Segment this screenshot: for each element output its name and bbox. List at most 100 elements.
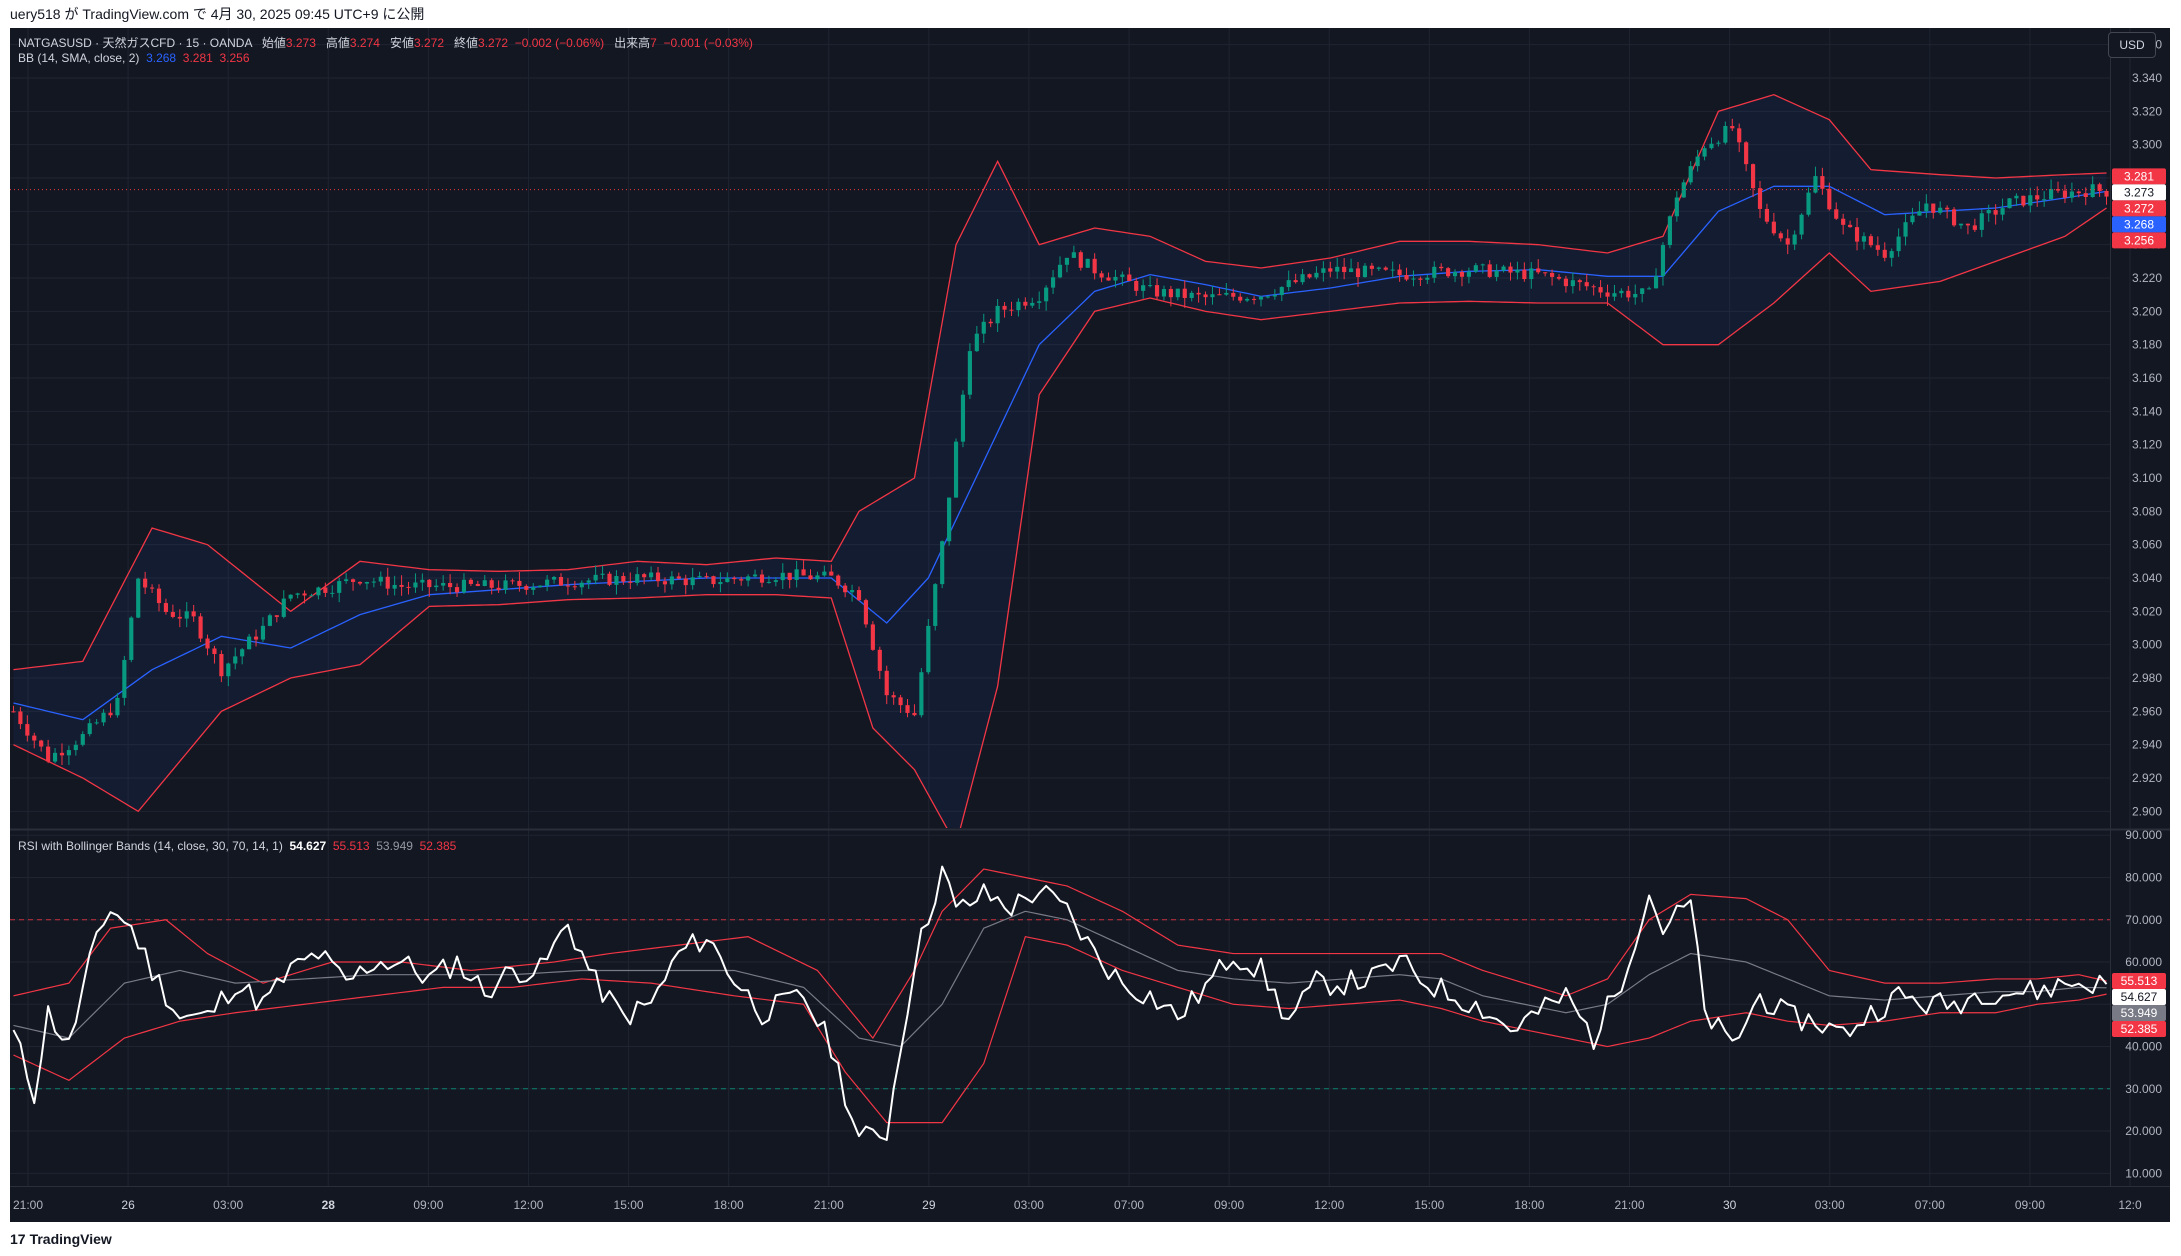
candle[interactable] bbox=[1688, 161, 1693, 185]
candle[interactable] bbox=[1598, 280, 1603, 298]
candle[interactable] bbox=[1161, 285, 1167, 301]
candle[interactable] bbox=[1154, 278, 1160, 300]
candle[interactable] bbox=[191, 604, 196, 622]
candle[interactable] bbox=[1272, 289, 1277, 300]
candle[interactable] bbox=[1522, 262, 1527, 282]
candle[interactable] bbox=[1383, 266, 1388, 271]
candle[interactable] bbox=[406, 581, 411, 595]
candle[interactable] bbox=[725, 572, 730, 583]
candle[interactable] bbox=[233, 647, 238, 670]
candle[interactable] bbox=[337, 577, 342, 603]
candle[interactable] bbox=[46, 739, 51, 764]
candle[interactable] bbox=[711, 575, 716, 588]
candle[interactable] bbox=[1882, 242, 1887, 262]
candle[interactable] bbox=[1085, 258, 1090, 268]
candle[interactable] bbox=[1806, 187, 1811, 217]
candle[interactable] bbox=[1605, 284, 1610, 306]
candle[interactable] bbox=[655, 566, 661, 587]
candle[interactable] bbox=[1196, 287, 1201, 303]
candle[interactable] bbox=[773, 577, 778, 587]
candle[interactable] bbox=[1432, 261, 1437, 283]
candle[interactable] bbox=[1543, 272, 1548, 277]
candle[interactable] bbox=[1660, 242, 1666, 286]
candle[interactable] bbox=[787, 572, 792, 589]
candle[interactable] bbox=[1744, 141, 1749, 172]
candle[interactable] bbox=[496, 580, 501, 593]
candle[interactable] bbox=[545, 575, 550, 592]
bb-legend[interactable]: BB (14, SMA, close, 2) 3.268 3.281 3.256 bbox=[18, 51, 250, 65]
candle[interactable] bbox=[628, 572, 633, 590]
candle[interactable] bbox=[919, 668, 924, 718]
candle[interactable] bbox=[586, 578, 591, 590]
candle[interactable] bbox=[531, 583, 536, 595]
candle[interactable] bbox=[1231, 288, 1236, 301]
candle[interactable] bbox=[1536, 259, 1541, 275]
chart-canvas[interactable]: 3.3603.3403.3203.3003.2803.2603.2403.220… bbox=[10, 28, 2170, 1222]
candle[interactable] bbox=[1750, 163, 1756, 198]
candle[interactable] bbox=[863, 598, 869, 628]
candle[interactable] bbox=[1258, 295, 1264, 307]
candle[interactable] bbox=[1834, 202, 1839, 220]
candle[interactable] bbox=[1168, 285, 1173, 307]
candle[interactable] bbox=[808, 569, 813, 580]
candle[interactable] bbox=[226, 662, 231, 687]
candle[interactable] bbox=[1875, 236, 1880, 256]
candle[interactable] bbox=[1369, 262, 1374, 276]
candle[interactable] bbox=[551, 575, 557, 584]
candle[interactable] bbox=[2049, 179, 2054, 201]
candle[interactable] bbox=[1265, 295, 1270, 299]
candle[interactable] bbox=[344, 572, 349, 584]
candle[interactable] bbox=[156, 584, 162, 612]
candle[interactable] bbox=[2042, 191, 2047, 207]
candle[interactable] bbox=[1321, 261, 1326, 282]
candle[interactable] bbox=[295, 592, 300, 599]
candle[interactable] bbox=[940, 540, 945, 589]
candle[interactable] bbox=[316, 586, 321, 600]
candle[interactable] bbox=[385, 567, 390, 596]
candle[interactable] bbox=[1723, 121, 1728, 145]
candle[interactable] bbox=[600, 565, 605, 579]
candle[interactable] bbox=[2014, 193, 2019, 206]
candle[interactable] bbox=[1203, 291, 1208, 306]
candle[interactable] bbox=[1709, 137, 1714, 150]
candle[interactable] bbox=[1868, 233, 1873, 248]
candle[interactable] bbox=[517, 571, 522, 592]
candle[interactable] bbox=[2097, 182, 2102, 197]
candle[interactable] bbox=[2028, 187, 2033, 213]
candle[interactable] bbox=[1986, 204, 1991, 222]
candle[interactable] bbox=[80, 731, 85, 747]
candle[interactable] bbox=[1016, 298, 1021, 317]
candle[interactable] bbox=[1071, 245, 1076, 258]
candle[interactable] bbox=[635, 567, 640, 586]
candle[interactable] bbox=[766, 575, 771, 584]
candle[interactable] bbox=[2000, 198, 2005, 221]
candle[interactable] bbox=[2076, 190, 2081, 198]
candle[interactable] bbox=[101, 709, 106, 726]
candle[interactable] bbox=[1404, 267, 1409, 282]
candle[interactable] bbox=[572, 580, 577, 591]
candle[interactable] bbox=[1106, 272, 1111, 281]
candle[interactable] bbox=[1328, 261, 1333, 278]
candle[interactable] bbox=[870, 621, 875, 651]
candle[interactable] bbox=[1972, 218, 1977, 232]
currency-button[interactable]: USD bbox=[2108, 32, 2156, 58]
candle[interactable] bbox=[454, 583, 460, 597]
candle[interactable] bbox=[1459, 269, 1465, 287]
candle[interactable] bbox=[912, 704, 917, 717]
candle[interactable] bbox=[683, 574, 688, 595]
rsi-pane[interactable] bbox=[10, 865, 2110, 1141]
candle[interactable] bbox=[565, 578, 570, 595]
candle[interactable] bbox=[108, 703, 113, 718]
candle[interactable] bbox=[1841, 213, 1846, 235]
candle[interactable] bbox=[676, 572, 681, 580]
candle[interactable] bbox=[1633, 284, 1638, 305]
candle[interactable] bbox=[32, 732, 37, 749]
candle[interactable] bbox=[1695, 149, 1700, 172]
candle[interactable] bbox=[1730, 118, 1735, 132]
candle[interactable] bbox=[1342, 258, 1347, 280]
candle[interactable] bbox=[18, 707, 23, 730]
candle[interactable] bbox=[1224, 283, 1229, 296]
candle[interactable] bbox=[267, 613, 272, 627]
candle[interactable] bbox=[891, 691, 896, 705]
candle[interactable] bbox=[780, 563, 785, 589]
